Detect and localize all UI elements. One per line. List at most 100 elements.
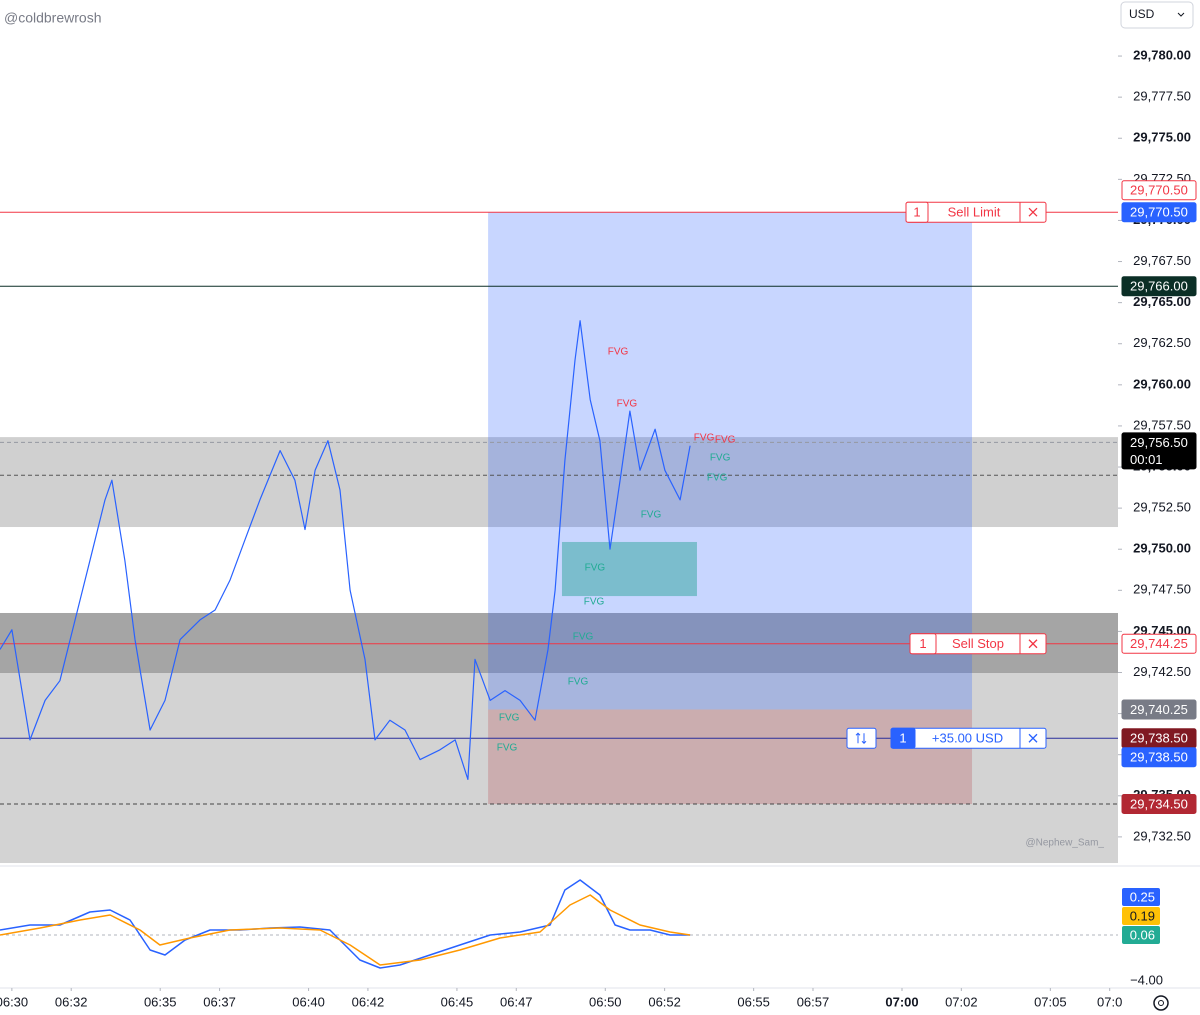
indicator-badge-label: 0.19 (1130, 908, 1155, 923)
currency[interactable]: USD (1129, 7, 1155, 21)
price-label-box (1121, 432, 1197, 470)
fvg-label: FVG (584, 597, 605, 608)
zone (0, 672, 1118, 864)
reverse-icon (855, 732, 867, 744)
price-label: 29,770.50 (1130, 183, 1188, 198)
x-tick-label: 06:35 (144, 994, 177, 1009)
order-qty-box (905, 201, 929, 223)
fvg-label: FVG (694, 433, 715, 444)
zone (488, 709, 973, 805)
order-tag[interactable]: 1 Sell Stop (909, 633, 1047, 655)
x-tick-label: 06:50 (589, 994, 622, 1009)
price-label: 29,734.50 (1130, 796, 1188, 811)
order-close[interactable] (1028, 207, 1038, 217)
x-tick-label: 06:55 (737, 994, 770, 1009)
price-label-box (1121, 276, 1197, 297)
price-label: 29,744.25 (1130, 636, 1188, 651)
price-label-box (1121, 633, 1197, 654)
axes: 29,780.0029,777.5029,775.0029,772.5029,7… (0, 47, 1197, 1009)
order-label: Sell Limit (948, 205, 1001, 220)
order-tag[interactable]: 1 +35.00 USD (846, 727, 1047, 749)
x-tick-label: 06:57 (797, 994, 830, 1009)
reverse-button[interactable] (846, 727, 877, 749)
fvg-label: FVG (608, 347, 629, 358)
x-tick-label: 07:00 (885, 994, 918, 1009)
countdown: 00:01 (1130, 452, 1163, 467)
series-line (0, 320, 691, 780)
series-line (0, 894, 691, 966)
order-qty-box (890, 727, 916, 749)
fvg-label: FVG (568, 677, 589, 688)
order-qty: 1 (913, 205, 920, 220)
indicator-badge (1122, 926, 1160, 944)
fvg-label: FVG (707, 473, 728, 484)
gear-hub[interactable] (1158, 1000, 1164, 1006)
order-label: Sell Stop (952, 636, 1004, 651)
y-tick-label: 29,780.00 (1133, 47, 1191, 62)
zone (561, 541, 697, 597)
zone (0, 437, 1118, 528)
y-tick-label: 29,757.50 (1133, 417, 1191, 432)
fvg-label: FVG (499, 713, 520, 724)
zone (488, 212, 973, 710)
fvg-label: FVG (497, 743, 518, 754)
y-tick-label: 29,747.50 (1133, 582, 1191, 597)
order-qty-box (909, 633, 937, 655)
price-axis-bg (1118, 0, 1200, 1015)
x-tick-label: 06:37 (203, 994, 236, 1009)
price-label-box (1121, 794, 1197, 815)
indicator-badge-label: 0.06 (1130, 927, 1155, 942)
x-tick-label: 06:52 (648, 994, 681, 1009)
y-tick-label: 29,765.00 (1133, 294, 1191, 309)
price-label: 29,738.50 (1130, 750, 1188, 765)
order-label: +35.00 USD (932, 731, 1003, 746)
watermark: @Nephew_Sam_ (1025, 838, 1104, 849)
series-line (0, 879, 691, 969)
currency-button[interactable] (1120, 1, 1194, 29)
fvg-label: FVG (617, 399, 638, 410)
price-label: 29,740.25 (1130, 702, 1188, 717)
indicator-tick-label: −4.00 (1130, 972, 1163, 987)
fvg-label: FVG (715, 435, 736, 446)
y-tick-label: 29,732.50 (1133, 828, 1191, 843)
x-tick-label: 07:0 (1097, 994, 1122, 1009)
x-tick-label: 06:30 (0, 994, 28, 1009)
username: @coldbrewrosh (4, 10, 101, 26)
y-tick-label: 29,742.50 (1133, 664, 1191, 679)
y-tick-label: 29,775.00 (1133, 130, 1191, 145)
price-label-box (1121, 180, 1197, 201)
indicator-badge (1122, 888, 1160, 906)
settings-icon[interactable] (1153, 995, 1169, 1011)
y-tick-label: 29,752.50 (1133, 500, 1191, 515)
x-tick-label: 07:02 (945, 994, 978, 1009)
order-close[interactable] (1028, 733, 1038, 743)
x-tick-label: 07:05 (1034, 994, 1067, 1009)
fvg-label: FVG (641, 510, 662, 521)
price-label-box (1121, 699, 1197, 720)
price-label: 29,756.50 (1130, 435, 1188, 450)
order-qty: 1 (919, 636, 926, 651)
order-close[interactable] (1028, 639, 1038, 649)
price-label-box (1121, 747, 1197, 768)
x-tick-label: 06:47 (500, 994, 533, 1009)
price-label: 29,738.50 (1130, 731, 1188, 746)
fvg-label: FVG (710, 453, 731, 464)
order-tag[interactable]: 1 Sell Limit (905, 201, 1047, 223)
fvg-label: FVG (585, 563, 606, 574)
y-tick-label: 29,762.50 (1133, 335, 1191, 350)
price-label-box (1121, 202, 1197, 223)
x-tick-label: 06:40 (292, 994, 325, 1009)
x-tick-label: 06:45 (441, 994, 474, 1009)
indicator-badge-label: 0.25 (1130, 889, 1155, 904)
currency-caret (1177, 12, 1185, 17)
y-tick-label: 29,767.50 (1133, 253, 1191, 268)
x-tick-label: 06:42 (352, 994, 385, 1009)
y-tick-label: 29,777.50 (1133, 89, 1191, 104)
gear-ring[interactable] (1153, 995, 1169, 1011)
order-qty: 1 (899, 731, 906, 746)
